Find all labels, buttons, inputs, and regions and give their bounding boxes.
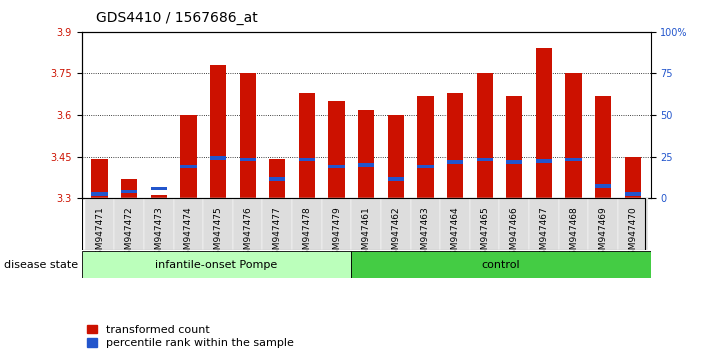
Text: GSM947469: GSM947469 bbox=[599, 206, 608, 261]
Bar bbox=[476, 158, 493, 161]
FancyBboxPatch shape bbox=[440, 198, 470, 250]
Bar bbox=[506, 160, 523, 164]
Bar bbox=[210, 156, 226, 160]
FancyBboxPatch shape bbox=[85, 198, 114, 250]
FancyBboxPatch shape bbox=[203, 198, 233, 250]
Bar bbox=[506, 96, 523, 198]
Bar bbox=[447, 93, 463, 198]
Bar bbox=[625, 192, 641, 196]
FancyBboxPatch shape bbox=[262, 198, 292, 250]
FancyBboxPatch shape bbox=[233, 198, 262, 250]
Legend: transformed count, percentile rank within the sample: transformed count, percentile rank withi… bbox=[87, 325, 294, 348]
Bar bbox=[387, 177, 404, 181]
Text: GSM947464: GSM947464 bbox=[451, 206, 459, 261]
Bar bbox=[121, 189, 137, 193]
Bar bbox=[328, 165, 345, 168]
FancyBboxPatch shape bbox=[470, 198, 499, 250]
Text: GSM947467: GSM947467 bbox=[540, 206, 548, 261]
Text: GSM947478: GSM947478 bbox=[302, 206, 311, 261]
Text: GDS4410 / 1567686_at: GDS4410 / 1567686_at bbox=[96, 11, 257, 25]
Bar bbox=[151, 187, 167, 190]
Text: GSM947473: GSM947473 bbox=[154, 206, 164, 261]
Bar bbox=[121, 179, 137, 198]
FancyBboxPatch shape bbox=[618, 198, 648, 250]
Bar bbox=[417, 96, 434, 198]
Bar bbox=[181, 115, 196, 198]
Bar bbox=[151, 195, 167, 198]
Text: GSM947466: GSM947466 bbox=[510, 206, 519, 261]
Bar bbox=[536, 48, 552, 198]
Bar bbox=[358, 163, 374, 167]
FancyBboxPatch shape bbox=[381, 198, 411, 250]
Text: GSM947472: GSM947472 bbox=[124, 206, 134, 261]
FancyBboxPatch shape bbox=[173, 198, 203, 250]
Bar bbox=[299, 93, 315, 198]
FancyBboxPatch shape bbox=[82, 251, 351, 278]
Text: GSM947471: GSM947471 bbox=[95, 206, 104, 261]
Text: GSM947479: GSM947479 bbox=[332, 206, 341, 261]
Bar bbox=[417, 165, 434, 168]
FancyBboxPatch shape bbox=[411, 198, 440, 250]
Text: GSM947463: GSM947463 bbox=[421, 206, 430, 261]
FancyBboxPatch shape bbox=[292, 198, 321, 250]
Text: GSM947477: GSM947477 bbox=[273, 206, 282, 261]
Text: GSM947461: GSM947461 bbox=[362, 206, 370, 261]
Bar bbox=[240, 73, 256, 198]
FancyBboxPatch shape bbox=[144, 198, 173, 250]
Bar bbox=[536, 159, 552, 162]
Bar bbox=[299, 158, 315, 161]
Text: GSM947462: GSM947462 bbox=[391, 206, 400, 261]
Bar bbox=[358, 109, 374, 198]
Bar bbox=[387, 115, 404, 198]
FancyBboxPatch shape bbox=[351, 251, 651, 278]
Text: control: control bbox=[481, 259, 520, 270]
Bar bbox=[181, 165, 196, 168]
Bar bbox=[625, 156, 641, 198]
FancyBboxPatch shape bbox=[321, 198, 351, 250]
Text: GSM947476: GSM947476 bbox=[243, 206, 252, 261]
Bar bbox=[565, 73, 582, 198]
Bar bbox=[447, 160, 463, 164]
Bar bbox=[92, 159, 107, 198]
Bar bbox=[269, 159, 285, 198]
Text: GSM947475: GSM947475 bbox=[213, 206, 223, 261]
Bar bbox=[210, 65, 226, 198]
Bar bbox=[476, 73, 493, 198]
FancyBboxPatch shape bbox=[559, 198, 589, 250]
Bar bbox=[240, 158, 256, 161]
Text: GSM947470: GSM947470 bbox=[629, 206, 637, 261]
FancyBboxPatch shape bbox=[114, 198, 144, 250]
Bar bbox=[92, 192, 107, 196]
Bar bbox=[595, 184, 611, 188]
Text: GSM947468: GSM947468 bbox=[569, 206, 578, 261]
FancyBboxPatch shape bbox=[589, 198, 618, 250]
FancyBboxPatch shape bbox=[499, 198, 529, 250]
Text: infantile-onset Pompe: infantile-onset Pompe bbox=[156, 259, 277, 270]
FancyBboxPatch shape bbox=[529, 198, 559, 250]
Bar bbox=[328, 101, 345, 198]
Text: disease state: disease state bbox=[4, 260, 77, 270]
FancyBboxPatch shape bbox=[351, 198, 381, 250]
Text: GSM947465: GSM947465 bbox=[480, 206, 489, 261]
Bar bbox=[269, 177, 285, 181]
Bar bbox=[565, 158, 582, 161]
Bar bbox=[595, 96, 611, 198]
Text: GSM947474: GSM947474 bbox=[184, 206, 193, 261]
